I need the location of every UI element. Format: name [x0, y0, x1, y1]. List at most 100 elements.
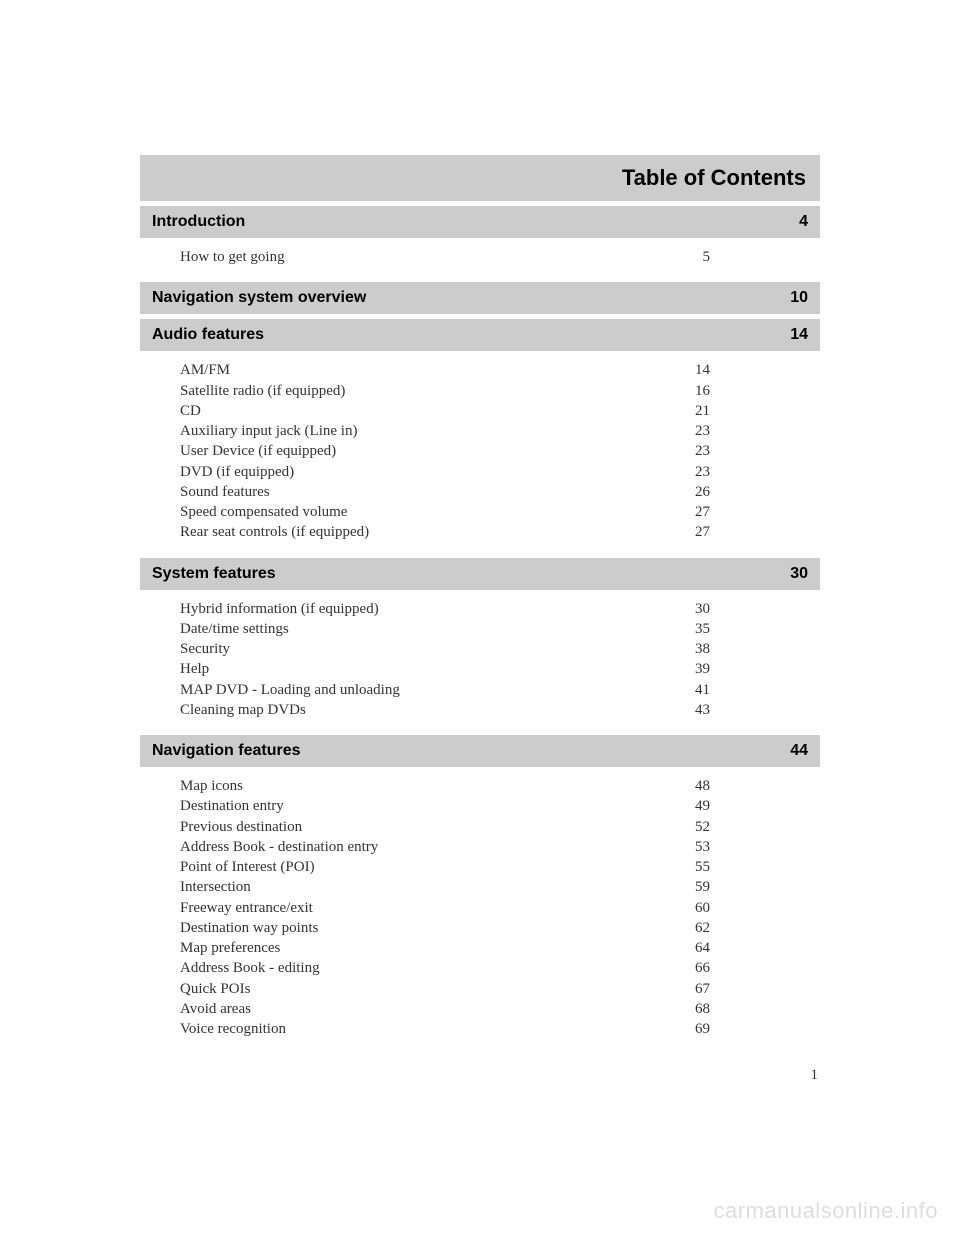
toc-item-list: Hybrid information (if equipped)30Date/t… — [140, 595, 820, 731]
toc-section-page: 10 — [790, 289, 808, 307]
toc-item-list: AM/FM14Satellite radio (if equipped)16CD… — [140, 356, 820, 552]
toc-item-label: Address Book - editing — [180, 958, 680, 978]
toc-item-label: Destination entry — [180, 796, 680, 816]
toc-item-row: Help39 — [180, 659, 820, 679]
toc-item-row: Sound features26 — [180, 482, 820, 502]
toc-item-page: 53 — [680, 837, 710, 857]
toc-item-page: 23 — [680, 441, 710, 461]
toc-item-label: Previous destination — [180, 817, 680, 837]
toc-item-page: 41 — [680, 680, 710, 700]
toc-item-row: AM/FM14 — [180, 360, 820, 380]
toc-item-page: 66 — [680, 958, 710, 978]
toc-item-page: 14 — [680, 360, 710, 380]
toc-item-page: 62 — [680, 918, 710, 938]
toc-item-page: 67 — [680, 979, 710, 999]
toc-item-row: Auxiliary input jack (Line in)23 — [180, 421, 820, 441]
toc-item-row: Cleaning map DVDs43 — [180, 700, 820, 720]
toc-item-page: 16 — [680, 381, 710, 401]
toc-section-title: Audio features — [152, 326, 264, 344]
toc-section-header: Navigation system overview 10 — [140, 282, 820, 314]
toc-item-label: Hybrid information (if equipped) — [180, 599, 680, 619]
toc-item-label: DVD (if equipped) — [180, 462, 680, 482]
toc-item-row: Security38 — [180, 639, 820, 659]
toc-item-page: 27 — [680, 502, 710, 522]
toc-section-title: Introduction — [152, 213, 245, 231]
toc-item-row: Satellite radio (if equipped)16 — [180, 381, 820, 401]
toc-section-title: Navigation features — [152, 742, 300, 760]
toc-item-row: User Device (if equipped)23 — [180, 441, 820, 461]
toc-item-row: Rear seat controls (if equipped)27 — [180, 522, 820, 542]
toc-item-row: Hybrid information (if equipped)30 — [180, 599, 820, 619]
toc-item-row: Destination way points62 — [180, 918, 820, 938]
toc-section-page: 4 — [799, 213, 808, 231]
toc-item-label: Help — [180, 659, 680, 679]
toc-item-label: Intersection — [180, 877, 680, 897]
toc-item-page: 26 — [680, 482, 710, 502]
toc-item-label: Speed compensated volume — [180, 502, 680, 522]
toc-item-page: 69 — [680, 1019, 710, 1039]
toc-item-row: MAP DVD - Loading and unloading41 — [180, 680, 820, 700]
toc-item-label: Auxiliary input jack (Line in) — [180, 421, 680, 441]
toc-item-label: User Device (if equipped) — [180, 441, 680, 461]
toc-section-page: 44 — [790, 742, 808, 760]
toc-section-title: Navigation system overview — [152, 289, 366, 307]
toc-item-row: Speed compensated volume27 — [180, 502, 820, 522]
toc-item-page: 43 — [680, 700, 710, 720]
page-number: 1 — [140, 1067, 820, 1084]
toc-item-page: 21 — [680, 401, 710, 421]
toc-item-label: Sound features — [180, 482, 680, 502]
toc-item-row: Quick POIs67 — [180, 979, 820, 999]
toc-item-label: Date/time settings — [180, 619, 680, 639]
toc-item-row: Freeway entrance/exit60 — [180, 898, 820, 918]
toc-item-row: Address Book - editing66 — [180, 958, 820, 978]
toc-section-title: System features — [152, 565, 276, 583]
toc-item-row: Map preferences64 — [180, 938, 820, 958]
toc-item-page: 23 — [680, 421, 710, 441]
toc-item-label: MAP DVD - Loading and unloading — [180, 680, 680, 700]
toc-item-label: Satellite radio (if equipped) — [180, 381, 680, 401]
toc-item-label: Avoid areas — [180, 999, 680, 1019]
toc-item-row: Voice recognition69 — [180, 1019, 820, 1039]
toc-item-label: CD — [180, 401, 680, 421]
toc-item-page: 64 — [680, 938, 710, 958]
toc-item-page: 49 — [680, 796, 710, 816]
toc-item-label: How to get going — [180, 247, 680, 267]
toc-item-label: Voice recognition — [180, 1019, 680, 1039]
toc-item-label: Security — [180, 639, 680, 659]
toc-item-row: Destination entry49 — [180, 796, 820, 816]
toc-item-page: 52 — [680, 817, 710, 837]
toc-item-page: 5 — [680, 247, 710, 267]
toc-item-row: Address Book - destination entry53 — [180, 837, 820, 857]
toc-item-page: 55 — [680, 857, 710, 877]
toc-item-row: DVD (if equipped)23 — [180, 462, 820, 482]
toc-item-row: Map icons48 — [180, 776, 820, 796]
toc-item-page: 35 — [680, 619, 710, 639]
toc-item-page: 38 — [680, 639, 710, 659]
toc-section-header: Audio features14 — [140, 319, 820, 351]
toc-item-page: 27 — [680, 522, 710, 542]
toc-item-row: Avoid areas68 — [180, 999, 820, 1019]
toc-item-page: 30 — [680, 599, 710, 619]
toc-item-page: 60 — [680, 898, 710, 918]
toc-item-label: Freeway entrance/exit — [180, 898, 680, 918]
toc-item-row: Intersection59 — [180, 877, 820, 897]
toc-item-row: Date/time settings35 — [180, 619, 820, 639]
toc-item-label: Map icons — [180, 776, 680, 796]
toc-item-label: Destination way points — [180, 918, 680, 938]
toc-item-page: 59 — [680, 877, 710, 897]
toc-section-header: Navigation features 44 — [140, 735, 820, 767]
toc-item-label: Cleaning map DVDs — [180, 700, 680, 720]
toc-item-label: Map preferences — [180, 938, 680, 958]
toc-item-row: CD21 — [180, 401, 820, 421]
toc-item-row: Point of Interest (POI)55 — [180, 857, 820, 877]
toc-item-page: 48 — [680, 776, 710, 796]
toc-item-label: Point of Interest (POI) — [180, 857, 680, 877]
toc-section-header: Introduction 4 — [140, 206, 820, 238]
toc-item-list: How to get going5 — [140, 243, 820, 277]
toc-item-label: Address Book - destination entry — [180, 837, 680, 857]
toc-section-page: 30 — [790, 565, 808, 583]
toc-item-page: 68 — [680, 999, 710, 1019]
toc-item-list: Map icons48Destination entry49Previous d… — [140, 772, 820, 1049]
toc-item-row: How to get going5 — [180, 247, 820, 267]
document-page: Table of Contents Introduction4How to ge… — [0, 0, 960, 1084]
